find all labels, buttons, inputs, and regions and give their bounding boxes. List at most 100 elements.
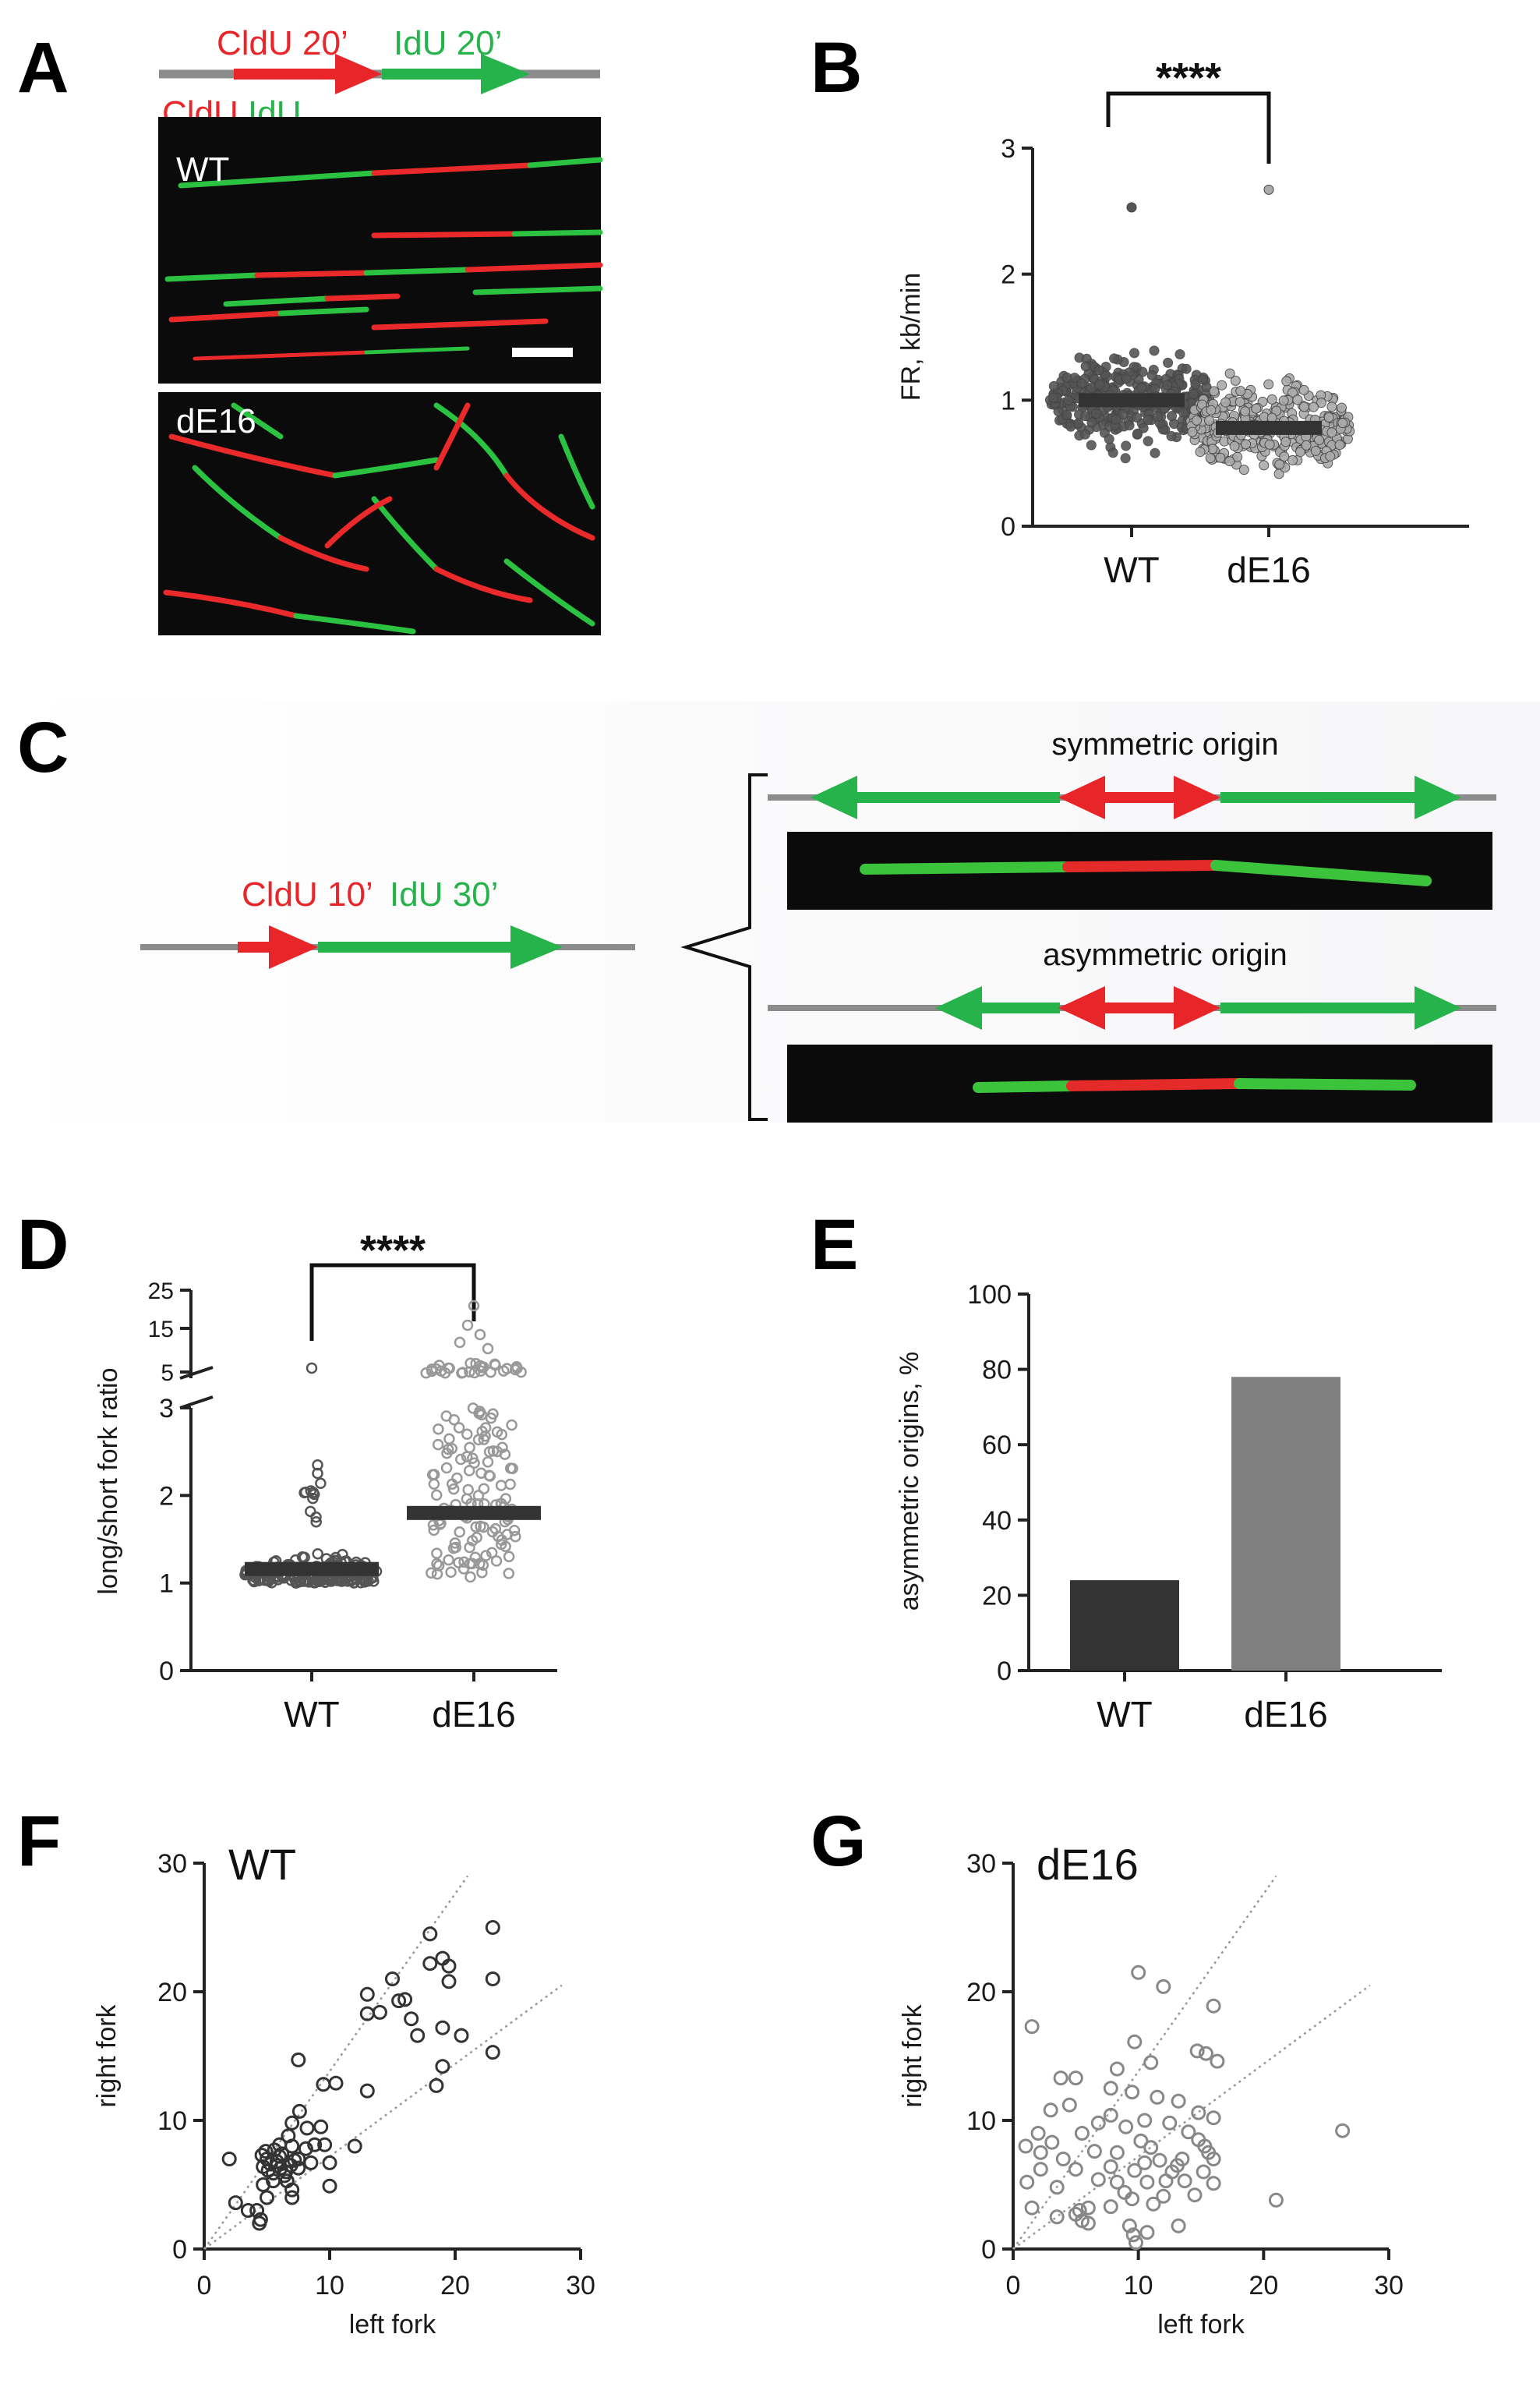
inset-label-g: dE16 <box>1037 1840 1139 1889</box>
data-point <box>1127 2162 1143 2178</box>
data-point <box>1094 379 1105 390</box>
x-tick-label: WT <box>1097 1694 1153 1735</box>
data-point <box>1287 454 1298 465</box>
data-point <box>1150 2089 1165 2105</box>
data-point <box>1103 2107 1118 2123</box>
data-point <box>1139 2174 1155 2190</box>
data-point <box>1190 379 1201 390</box>
data-point <box>1048 392 1059 403</box>
y-tick-label: 0 <box>172 2235 187 2265</box>
data-point <box>328 2075 344 2091</box>
data-point <box>1121 440 1132 451</box>
data-point-high <box>454 1336 466 1349</box>
data-point <box>1206 1998 1221 2014</box>
reference-line-steep <box>203 1875 469 2250</box>
y-tick-label: 0 <box>159 1657 174 1686</box>
data-point <box>443 1554 454 1566</box>
symmetric-left-green-head <box>811 776 857 819</box>
chart-d: 0 1 2 3 5 15 25 long/short fork ratio WT dE16 <box>94 1278 557 1735</box>
asymmetric-red-right-head <box>1174 986 1220 1030</box>
data-point <box>1266 394 1277 405</box>
data-point-high <box>433 1360 445 1371</box>
y-tick-label: 1 <box>159 1569 174 1599</box>
data-point <box>1139 2225 1155 2240</box>
panel-f-label: F <box>17 1802 61 1881</box>
data-point-high <box>435 1365 447 1377</box>
data-point <box>1198 374 1208 385</box>
data-point <box>475 1467 487 1479</box>
data-point <box>254 2148 270 2163</box>
data-point <box>1080 361 1091 372</box>
data-point <box>1048 380 1059 391</box>
data-point <box>440 1462 453 1474</box>
asymmetric-fiber <box>973 1078 1416 1093</box>
data-point <box>1063 395 1074 405</box>
y-tick-label: 0 <box>1001 512 1015 542</box>
data-point <box>1241 439 1252 450</box>
data-point <box>1061 409 1072 420</box>
data-point <box>1234 397 1245 408</box>
data-point <box>476 1566 488 1579</box>
panel-b: B **** 0 1 2 3 FR, kb/min WT dE16 <box>811 28 1469 590</box>
median-bar <box>1079 393 1185 408</box>
data-point <box>1117 2184 1132 2200</box>
chart-f: 0 10 20 30 0 10 20 30 left fork right fork <box>92 1849 595 2339</box>
data-point <box>1109 2174 1125 2190</box>
data-point <box>461 1428 473 1441</box>
y-tick-label: 10 <box>157 2106 187 2136</box>
data-point <box>435 2020 450 2035</box>
data-point <box>258 2144 274 2159</box>
data-point <box>1156 2188 1171 2204</box>
data-point <box>1163 357 1174 368</box>
data-point <box>1209 386 1220 397</box>
data-point <box>1073 418 1084 429</box>
asymmetric-right-green-head <box>1415 986 1461 1030</box>
y-axis-label: asymmetric origins, % <box>895 1352 924 1611</box>
data-point <box>1240 406 1251 417</box>
data-point <box>1162 2115 1178 2131</box>
data-point <box>347 2138 362 2154</box>
data-point <box>391 1993 407 2009</box>
data-point <box>1238 465 1249 476</box>
data-point <box>431 1558 443 1570</box>
data-point <box>1049 2180 1065 2195</box>
scheme-a-idu-label: IdU 20’ <box>394 24 502 62</box>
data-point <box>410 2028 426 2043</box>
data-point <box>1030 2126 1046 2141</box>
data-point <box>486 1547 498 1558</box>
data-point <box>1061 2097 1077 2113</box>
data-point <box>260 2190 274 2205</box>
data-point <box>1178 407 1189 418</box>
y-axis-label: long/short fork ratio <box>94 1367 123 1594</box>
data-point <box>281 2128 296 2144</box>
symmetric-red-right-head <box>1174 776 1220 819</box>
chart-b: 0 1 2 3 FR, kb/min WT dE16 <box>896 134 1469 590</box>
data-point <box>1111 414 1121 425</box>
data-point <box>1143 436 1153 447</box>
data-point <box>1251 403 1262 414</box>
y-tick-label-upper: 25 <box>148 1278 174 1304</box>
data-point <box>1129 348 1139 359</box>
data-point <box>284 2182 300 2198</box>
data-point <box>1298 401 1309 412</box>
median-bar <box>1216 420 1322 435</box>
data-point <box>443 1433 455 1445</box>
data-point <box>479 1422 492 1434</box>
data-point <box>1187 426 1198 437</box>
data-point <box>1121 373 1132 384</box>
data-point <box>1103 2081 1118 2096</box>
data-point <box>1198 2046 1213 2061</box>
data-point <box>1043 2102 1058 2118</box>
chart-e: 0 20 40 60 80 100 asymmetric origins, % WT dE16 <box>895 1280 1442 1735</box>
data-point <box>1196 2164 1211 2180</box>
data-point <box>1069 373 1080 384</box>
x-axis-label: left fork <box>349 2310 436 2339</box>
data-point <box>433 1423 444 1435</box>
symmetric-red-left-head <box>1058 776 1105 819</box>
image-label-wt: WT <box>176 150 229 189</box>
bar <box>1231 1377 1340 1671</box>
fiber-image-de16 <box>158 392 601 635</box>
symmetric-right-green-head <box>1415 776 1461 819</box>
data-point <box>284 2115 300 2131</box>
data-point <box>480 1550 492 1561</box>
